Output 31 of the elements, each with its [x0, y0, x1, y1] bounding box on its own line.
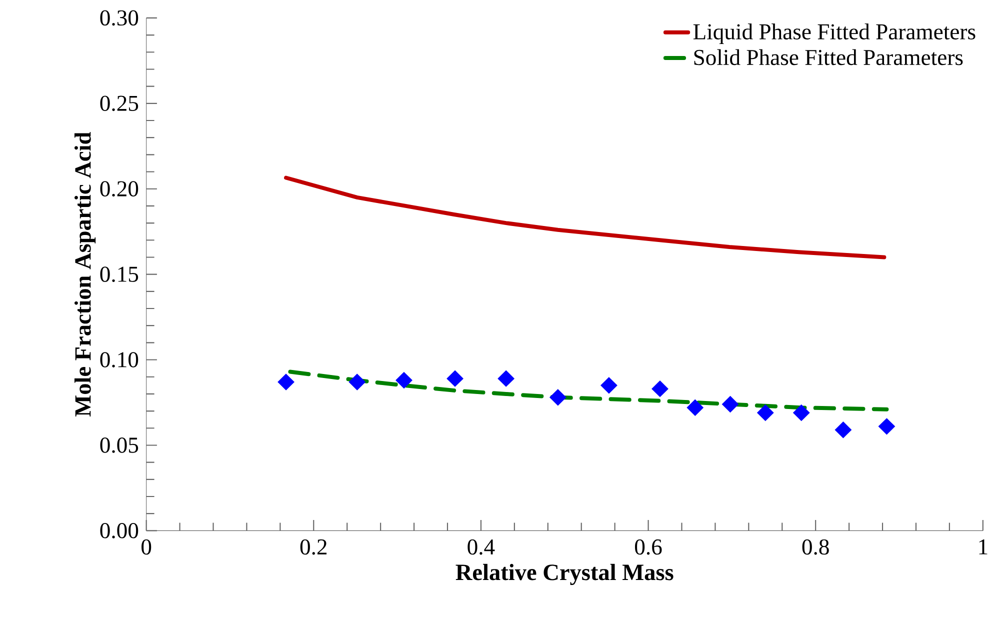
point [793, 404, 810, 421]
legend-label: Liquid Phase Fitted Parameters [693, 23, 976, 44]
point [348, 374, 366, 390]
y-tick-label: 0.05 [100, 437, 138, 453]
x-tick-label: 0 [142, 539, 152, 554]
x-tick-label: 0.6 [635, 539, 662, 555]
x-tick-label: 0.4 [468, 539, 495, 555]
point [834, 421, 852, 438]
legend-label: Solid Phase Fitted Parameters [694, 48, 963, 65]
x-axis-title: Relative Crystal Mass [456, 564, 674, 585]
y-tick-label: 0.20 [100, 180, 138, 196]
point [278, 374, 294, 390]
y-tick-label: 0.00 [100, 522, 138, 538]
x-tick-label: 1 [979, 539, 988, 554]
point [446, 370, 464, 387]
point [878, 418, 896, 434]
point [686, 399, 704, 416]
y-tick-label: 0.25 [100, 96, 138, 111]
point [550, 388, 566, 406]
y-axis-title: Mole Fraction Aspartic Acid [74, 132, 96, 416]
y-tick-label: 0.30 [100, 10, 138, 26]
point [498, 370, 514, 387]
y-tick-label: 0.10 [100, 352, 138, 368]
point [722, 396, 739, 412]
point [396, 372, 412, 388]
point [652, 380, 668, 397]
point [757, 404, 774, 421]
x-tick-label: 0.2 [300, 539, 327, 555]
point [600, 376, 618, 394]
y-tick-label: 0.15 [100, 266, 138, 282]
x-tick-label: 0.8 [802, 539, 829, 555]
